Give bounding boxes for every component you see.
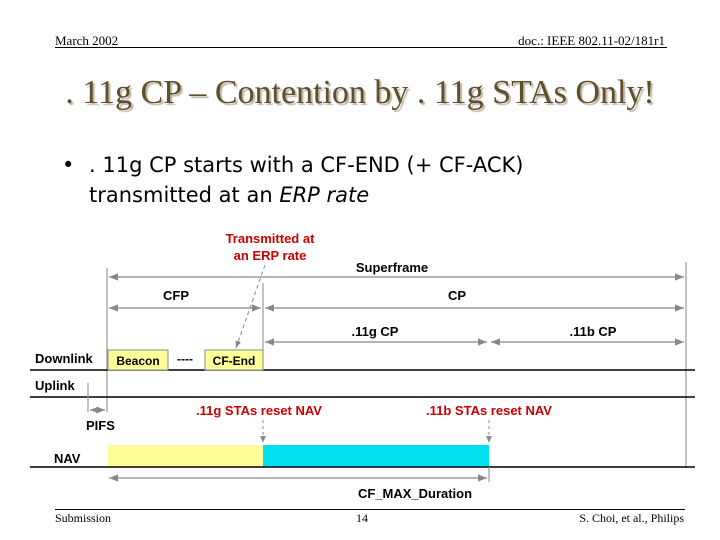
nav-11g-segment — [263, 445, 489, 467]
annotation-line-1: Transmitted at — [226, 231, 316, 246]
cp-11g-label: .11g CP — [352, 324, 399, 339]
cf-end-frame — [204, 349, 264, 371]
frames-ellipsis: ---- — [177, 352, 193, 366]
reset-11b-label: .11b STAs reset NAV — [426, 403, 552, 418]
header-rule — [55, 47, 667, 48]
beacon-frame — [107, 349, 169, 371]
annotation-line-2: an ERP rate — [234, 248, 307, 263]
superframe-label: Superframe — [356, 260, 428, 275]
annotation-pointer — [235, 264, 266, 349]
nav-cfp-segment — [108, 445, 263, 467]
footer-page-number: 14 — [356, 511, 368, 525]
header-doc-id: doc.: IEEE 802.11-02/181r1 — [518, 33, 665, 48]
footer-submission: Submission — [55, 511, 112, 525]
footer-rule — [55, 509, 685, 510]
beacon-label: Beacon — [116, 354, 159, 368]
bullet-line-2-prefix: transmitted at an — [89, 183, 280, 207]
cp-label: CP — [448, 288, 466, 303]
pifs-label: PIFS — [86, 418, 115, 433]
bullet-line-2-italic: ERP rate — [279, 183, 370, 207]
reset-11g-label: .11g STAs reset NAV — [196, 403, 322, 418]
nav-label: NAV — [54, 451, 81, 466]
footer-authors: S. Choi, et al., Philips — [579, 511, 684, 525]
cf-max-label: CF_MAX_Duration — [358, 486, 472, 501]
bullet-text-block: . 11g CP starts with a CF-END (+ CF-ACK)… — [89, 150, 523, 210]
cp-11b-label: .11b CP — [570, 324, 617, 339]
downlink-label: Downlink — [35, 351, 94, 366]
cfp-label: CFP — [163, 288, 189, 303]
slide-title: . 11g CP – Contention by . 11g STAs Only… — [65, 74, 655, 111]
header-date: March 2002 — [55, 33, 119, 48]
bullet-dot: • — [62, 153, 75, 177]
superframe-label-bg — [340, 258, 440, 274]
cf-end-label: CF-End — [213, 354, 256, 368]
bullet-line-1: . 11g CP starts with a CF-END (+ CF-ACK) — [89, 153, 524, 177]
uplink-label: Uplink — [35, 378, 75, 393]
